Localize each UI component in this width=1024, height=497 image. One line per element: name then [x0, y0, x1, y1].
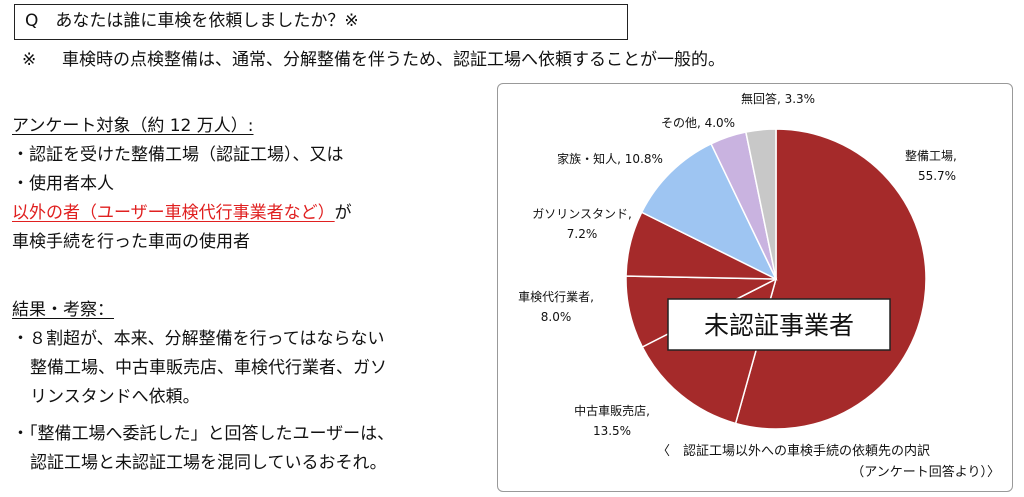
pie-slice	[734, 128, 927, 430]
results-bullet1-line2: 整備工場、中古車販売店、車検代行業者、ガソ	[30, 358, 387, 378]
footnote-mark: ※	[22, 50, 37, 70]
footnote-text: 車検時の点検整備は、通常、分解整備を伴うため、認証工場へ依頼することが一般的。	[62, 50, 725, 70]
survey-heading: アンケート対象（約 12 万人）:	[12, 116, 254, 136]
question-text: Q あなたは誰に車検を依頼しましたか？※	[25, 11, 359, 31]
survey-last-line: 車検手続を行った車両の使用者	[12, 232, 250, 252]
slice-label: 家族・知人, 10.8%	[557, 151, 663, 166]
results-bullet2-line2: 認証工場と未認証工場を混同しているおそれ。	[30, 453, 387, 473]
survey-excluded-line: 以外の者（ユーザー車検代行事業者など）が	[12, 199, 352, 228]
overlay-label: 未認証事業者	[704, 311, 854, 340]
results-heading: 結果・考察：	[12, 300, 114, 320]
pie-slice	[640, 142, 778, 281]
survey-item: ・認証を受けた整備工場（認証工場）、又は	[12, 145, 344, 165]
slice-value: 55.7%	[918, 169, 956, 183]
slice-label: 整備工場,	[905, 148, 957, 163]
chart-caption-line2: （アンケート回答より）〉	[851, 464, 1000, 480]
survey-section: アンケート対象（約 12 万人）: ・認証を受けた整備工場（認証工場）、又は ・…	[12, 112, 352, 257]
results-bullet1-line1: ・８割超が、本来、分解整備を行ってはならない	[12, 329, 385, 349]
slice-label: 車検代行業者,	[518, 290, 594, 304]
slice-label: 中古車販売店,	[574, 403, 650, 418]
excluded-suffix: が	[334, 203, 352, 223]
results-bullet2-line1: ・「整備工場へ委託した」と回答したユーザーは、	[12, 424, 395, 444]
chart-caption-line1: 〈 認証工場以外への車検手続の依頼先の内訳	[657, 443, 930, 459]
results-bullet1-line3: リンスタンドへ依頼。	[30, 387, 200, 407]
overlay-box	[667, 298, 891, 351]
footnote: ※ 車検時の点検整備は、通常、分解整備を伴うため、認証工場へ依頼することが一般的。	[22, 48, 725, 72]
slice-label: ガソリンスタンド,	[532, 207, 632, 221]
pie-slice	[744, 128, 777, 280]
results-section: 結果・考察： ・８割超が、本来、分解整備を行ってはならない 整備工場、中古車販売…	[12, 296, 394, 478]
slice-value: 13.5%	[593, 424, 631, 438]
slice-label: 無回答, 3.3%	[741, 91, 815, 106]
slice-value: 8.0%	[541, 310, 572, 324]
survey-item: ・使用者本人	[12, 174, 114, 194]
question-box: Q あなたは誰に車検を依頼しましたか？※	[14, 4, 628, 40]
excluded-red-text: 以外の者（ユーザー車検代行事業者など）	[12, 203, 335, 223]
slice-label: その他, 4.0%	[661, 116, 735, 130]
slice-value: 7.2%	[567, 227, 598, 241]
